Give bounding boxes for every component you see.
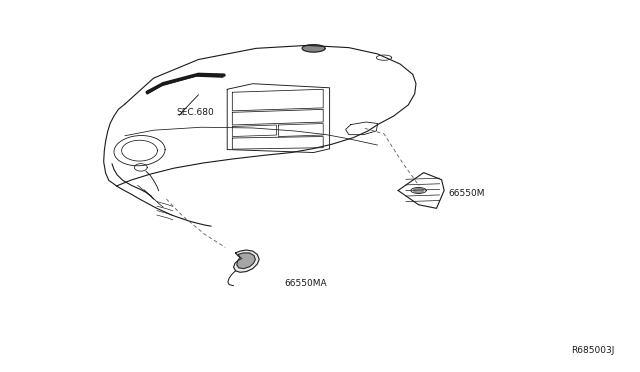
Text: 66550MA: 66550MA	[285, 279, 328, 288]
Polygon shape	[413, 188, 424, 193]
Text: R685003J: R685003J	[571, 346, 614, 355]
Polygon shape	[302, 45, 325, 52]
Polygon shape	[237, 253, 255, 269]
Polygon shape	[234, 250, 259, 272]
Text: 66550M: 66550M	[448, 189, 484, 198]
Text: SEC.680: SEC.680	[176, 108, 214, 117]
